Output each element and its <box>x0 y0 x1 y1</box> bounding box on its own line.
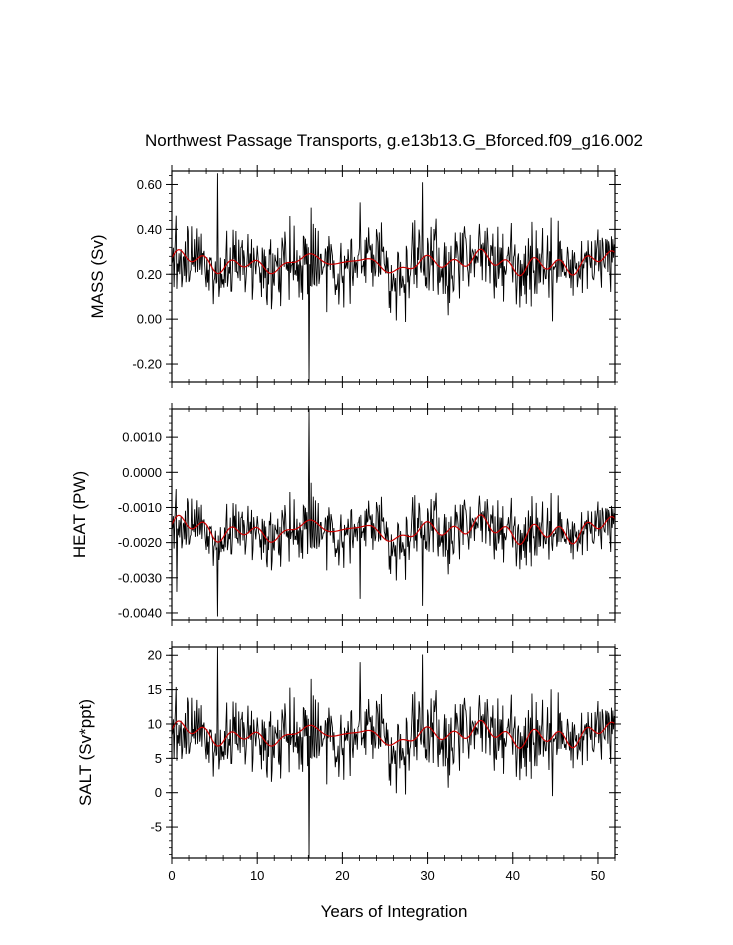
salt-y-axis-title: SALT (Sv*ppt) <box>76 699 95 806</box>
x-tick-label: 30 <box>420 868 434 883</box>
x-tick-label: 0 <box>168 868 175 883</box>
mass-y-axis-title: MASS (Sv) <box>88 234 107 318</box>
heat-y-tick-label: -0.0010 <box>118 500 162 515</box>
x-tick-label: 50 <box>591 868 605 883</box>
mass-y-tick-label: 0.60 <box>137 177 162 192</box>
salt-y-tick-label: 15 <box>148 682 162 697</box>
mass-y-tick-label: 0.00 <box>137 312 162 327</box>
salt-y-tick-label: 0 <box>155 785 162 800</box>
x-tick-label: 10 <box>250 868 264 883</box>
salt-y-tick-label: -5 <box>150 820 162 835</box>
salt-y-tick-label: 20 <box>148 648 162 663</box>
heat-y-tick-label: -0.0020 <box>118 535 162 550</box>
heat-y-tick-label: -0.0030 <box>118 570 162 585</box>
salt-series-smooth <box>172 719 615 749</box>
heat-y-tick-label: 0.0000 <box>122 465 162 480</box>
salt-y-tick-label: 10 <box>148 716 162 731</box>
panel-mass: -0.20 0.00 0.20 0.40 0.60 MASS (Sv) <box>88 165 621 388</box>
mass-y-tick-label: 0.20 <box>137 267 162 282</box>
chart-title: Northwest Passage Transports, g.e13b13.G… <box>145 131 643 150</box>
heat-y-axis-title: HEAT (PW) <box>70 471 89 558</box>
heat-y-tick-label: 0.0010 <box>122 430 162 445</box>
panel-salt: -5 0 5 10 15 20 SALT (Sv*ppt) <box>76 641 621 864</box>
x-axis-title: Years of Integration <box>321 902 468 921</box>
salt-y-tick-label: 5 <box>155 751 162 766</box>
mass-series-smooth <box>172 248 615 277</box>
panel-heat: -0.0040 -0.0030 -0.0020 -0.0010 0.0000 0.0010… <box>70 403 621 626</box>
salt-series-raw <box>172 647 615 858</box>
heat-series-smooth <box>172 514 615 546</box>
mass-series-raw <box>172 173 615 382</box>
mass-y-tick-label: -0.20 <box>132 357 162 372</box>
x-tick-label: 40 <box>506 868 520 883</box>
mass-y-tick-label: 0.40 <box>137 222 162 237</box>
heat-series-raw <box>172 409 615 617</box>
heat-y-tick-label: -0.0040 <box>118 605 162 620</box>
x-tick-label: 20 <box>335 868 349 883</box>
